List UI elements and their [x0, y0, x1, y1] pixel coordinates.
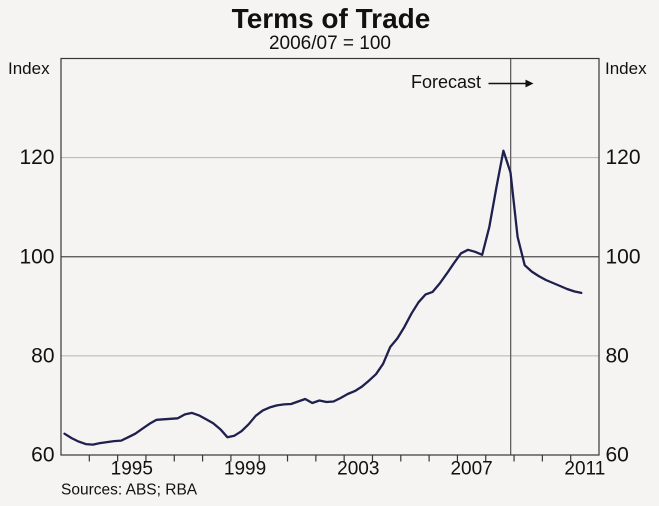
page-title: Terms of Trade [232, 3, 431, 34]
arrow-head [525, 79, 534, 88]
terms-of-trade-line [63, 149, 583, 446]
sources-note: Sources: ABS; RBA [61, 482, 198, 499]
x-tick-label-2003: 2003 [337, 459, 379, 480]
forecast-annotation: Forecast [411, 72, 534, 92]
x-tick-label-2011: 2011 [564, 459, 605, 480]
plot-frame [60, 57, 600, 456]
page-subtitle: 2006/07 = 100 [269, 33, 391, 54]
y-tick-label-left-120: 120 [19, 146, 54, 169]
y-axis-unit-right: Index [605, 59, 647, 78]
y-tick-label-left-100: 100 [19, 245, 54, 268]
y-tick-label-right-120: 120 [606, 146, 641, 169]
x-tick-label-2007: 2007 [450, 459, 492, 480]
y-tick-label-right-80: 80 [606, 344, 629, 367]
y-tick-label-right-60: 60 [606, 444, 629, 467]
y-axis-unit-left: Index [8, 59, 50, 78]
y-tick-label-right-100: 100 [606, 245, 641, 268]
forecast-label: Forecast [411, 72, 481, 92]
y-tick-label-left-60: 60 [31, 444, 54, 467]
y-tick-label-left-80: 80 [31, 344, 54, 367]
arrow-right-icon [488, 79, 534, 88]
series-layer [63, 149, 583, 446]
x-tick-label-1995: 1995 [111, 459, 153, 480]
x-tick-label-1999: 1999 [224, 459, 266, 480]
grid-layer: 60 60 80 80 100 100 120 120 1995 1999 2003 2007 2011 [19, 58, 641, 480]
